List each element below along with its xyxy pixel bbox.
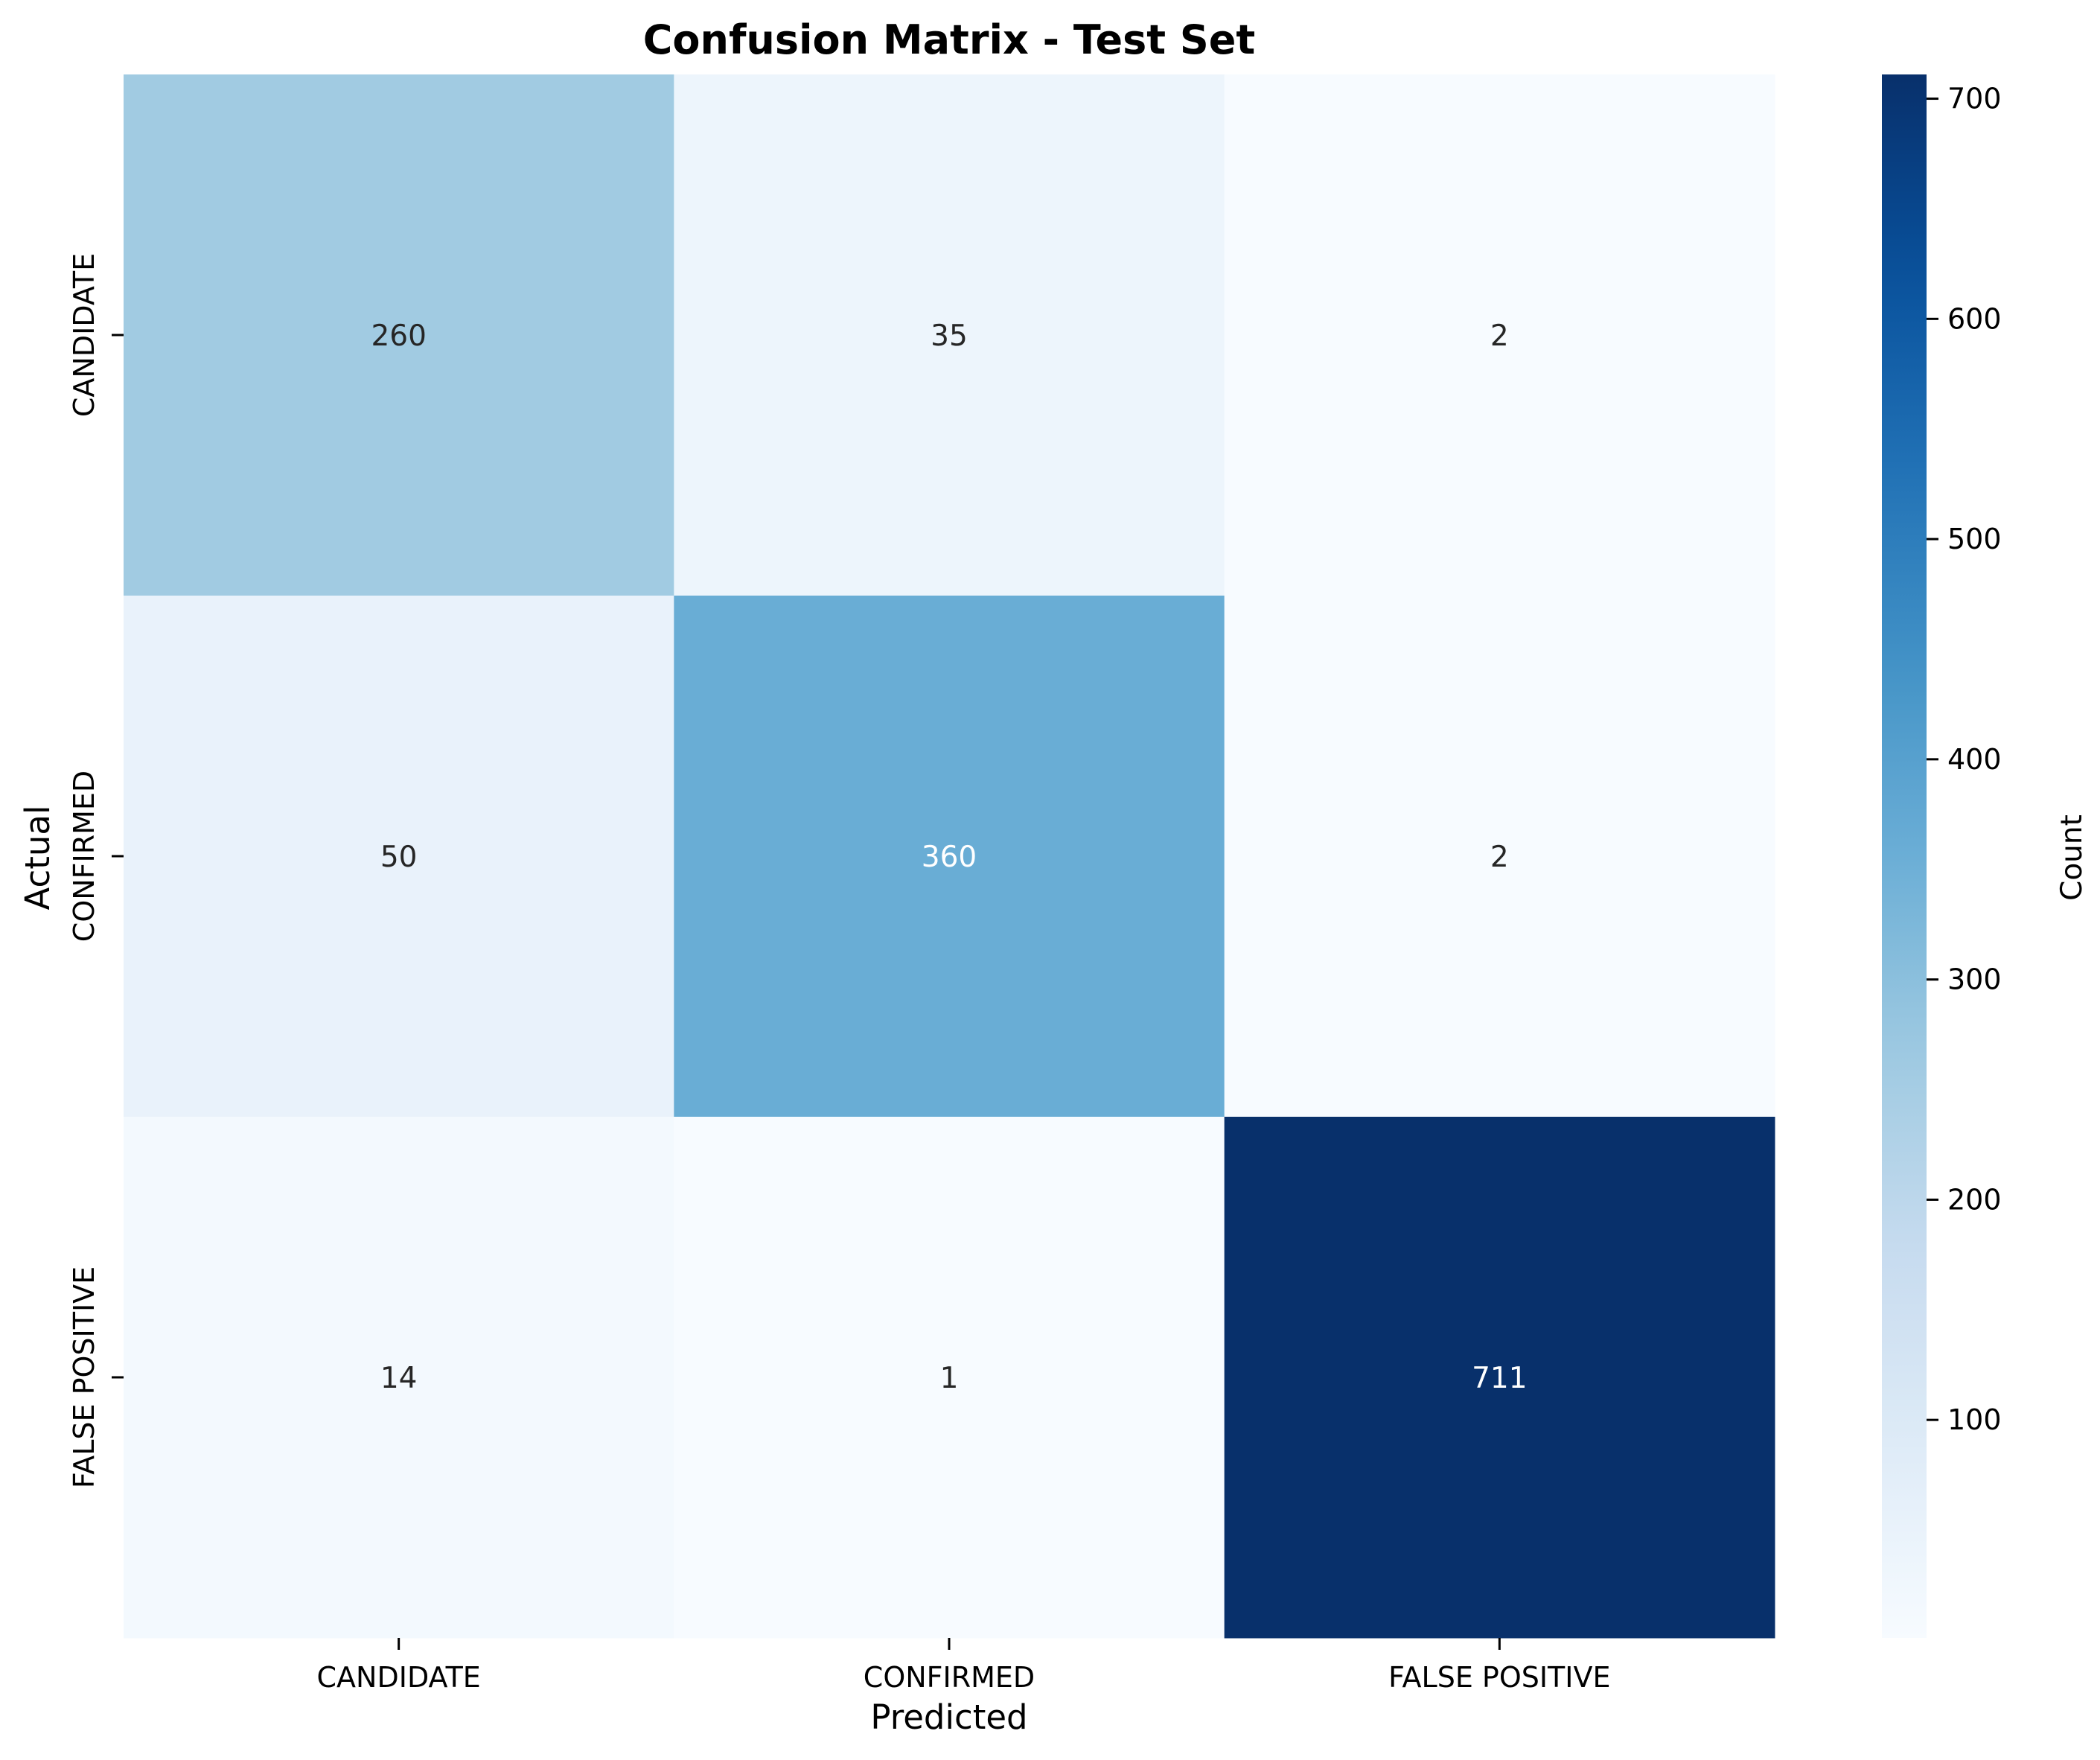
colorbar-tick-label: 700 <box>1947 83 2002 115</box>
y-axis-label: Actual <box>18 806 57 911</box>
heatmap-cell-value: 711 <box>1472 1362 1527 1395</box>
heatmap-cell-r2-c1 <box>674 1117 1225 1639</box>
heatmap-cell-value: 260 <box>371 319 426 353</box>
y-tick-label: FALSE POSITIVE <box>68 1266 100 1488</box>
heatmap-cell-r0-c1 <box>674 74 1225 596</box>
heatmap-cell-value: 50 <box>380 841 418 874</box>
colorbar-tick-label: 200 <box>1947 1183 2002 1216</box>
x-axis-label: Predicted <box>870 1697 1027 1737</box>
heatmap-cell-value: 2 <box>1490 319 1509 353</box>
heatmap-cell-r2-c0 <box>124 1117 674 1639</box>
colorbar-label: Count <box>2055 814 2089 901</box>
heatmap-cells <box>124 74 1775 1639</box>
x-tick-label: FALSE POSITIVE <box>1388 1661 1610 1694</box>
colorbar-tick-label: 300 <box>1947 963 2002 996</box>
chart-title: Confusion Matrix - Test Set <box>643 16 1255 63</box>
colorbar-tick-label: 600 <box>1947 302 2002 335</box>
heatmap-cell-value: 1 <box>940 1362 959 1395</box>
x-tick-label: CANDIDATE <box>317 1661 481 1694</box>
heatmap-cell-value: 14 <box>380 1362 418 1395</box>
heatmap-cell-r2-c2 <box>1224 1117 1775 1639</box>
heatmap-cell-r0-c0 <box>124 74 674 596</box>
y-tick-label: CONFIRMED <box>68 771 100 942</box>
colorbar-tick-label: 100 <box>1947 1403 2002 1436</box>
y-tick-label: CANDIDATE <box>68 253 100 417</box>
x-tick-label: CONFIRMED <box>864 1661 1035 1694</box>
colorbar-tick-label: 500 <box>1947 523 2002 555</box>
heatmap-cell-labels: 260 35 2 50 360 2 14 1 711 <box>371 319 1527 1395</box>
heatmap-cell-r0-c2 <box>1224 74 1775 596</box>
colorbar-tick-label: 400 <box>1947 743 2002 776</box>
colorbar <box>1882 74 1927 1638</box>
heatmap-cell-r1-c1 <box>674 596 1225 1117</box>
heatmap-cell-r1-c0 <box>124 596 674 1117</box>
x-axis-ticks: CANDIDATE CONFIRMED FALSE POSITIVE <box>317 1638 1610 1694</box>
heatmap-cell-value: 35 <box>931 319 968 353</box>
heatmap-cell-value: 2 <box>1490 841 1509 874</box>
heatmap-cell-r1-c2 <box>1224 596 1775 1117</box>
y-axis-ticks: CANDIDATE CONFIRMED FALSE POSITIVE <box>68 253 124 1488</box>
colorbar-ticks: 100 200 300 400 500 600 700 <box>1927 83 2002 1436</box>
heatmap-cell-value: 360 <box>922 841 977 874</box>
